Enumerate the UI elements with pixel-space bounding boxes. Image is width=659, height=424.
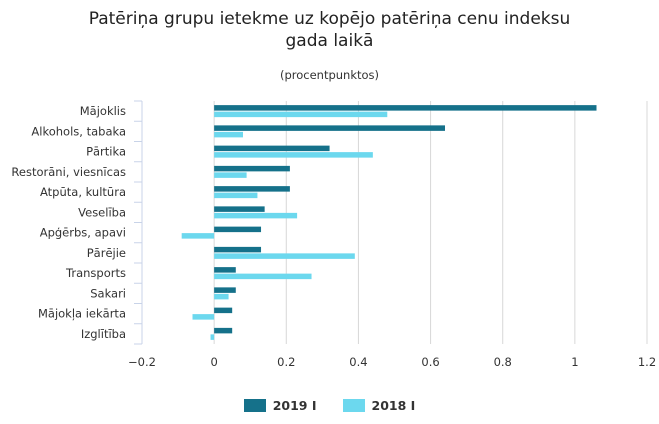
category-label: Sakari bbox=[90, 286, 126, 300]
legend-label-2018: 2018 I bbox=[371, 398, 416, 413]
bar-2019 bbox=[214, 145, 330, 152]
bar-2019 bbox=[214, 267, 236, 273]
bar-2019 bbox=[214, 125, 445, 131]
bar-2019 bbox=[214, 327, 233, 334]
category-label: Mājokļa iekārta bbox=[38, 307, 126, 321]
chart-legend: 2019 I 2018 I bbox=[0, 398, 659, 413]
category-label: Pārtika bbox=[86, 145, 126, 159]
bar-2018 bbox=[181, 233, 215, 239]
bar-2019 bbox=[214, 287, 236, 293]
category-label: Veselība bbox=[78, 205, 126, 219]
bar-2019 bbox=[214, 206, 265, 212]
bar-2018 bbox=[210, 334, 215, 340]
bar-2018 bbox=[214, 131, 243, 138]
bar-chart: Mājoklis Alkohols, tabaka Pārtika Restorāni… bbox=[11, 100, 656, 369]
bar-2018 bbox=[214, 111, 388, 118]
bar-2018 bbox=[214, 212, 298, 219]
x-tick-label: 0.4 bbox=[349, 355, 367, 369]
bar-2019 bbox=[214, 226, 262, 233]
legend-swatch-2018 bbox=[342, 399, 365, 412]
bar-2019 bbox=[214, 307, 233, 314]
category-label: Mājoklis bbox=[80, 104, 126, 118]
x-tick-label: −0.2 bbox=[128, 355, 156, 369]
bar-2019 bbox=[214, 105, 597, 111]
x-tick-label: 0.2 bbox=[277, 355, 295, 369]
bar-2019 bbox=[214, 246, 262, 253]
legend-item-2019[interactable]: 2019 I bbox=[243, 398, 317, 413]
chart-title-line-1: Patēriņa grupu ietekme uz kopējo patēriņ… bbox=[88, 9, 571, 29]
x-tick-label: 0.6 bbox=[421, 355, 439, 369]
x-tick-label: 1.2 bbox=[638, 355, 656, 369]
category-label: Alkohols, tabaka bbox=[31, 124, 126, 138]
chart-title-line-2: gada laikā bbox=[285, 31, 374, 51]
chart-title: Patēriņa grupu ietekme uz kopējo patēriņ… bbox=[0, 8, 659, 52]
x-tick-label: 0.8 bbox=[494, 355, 512, 369]
legend-label-2019: 2019 I bbox=[272, 398, 317, 413]
chart-subtitle: (procentpunktos) bbox=[279, 68, 380, 82]
category-label: Transports bbox=[65, 266, 126, 280]
x-tick-label: 0 bbox=[210, 355, 217, 369]
bar-2019 bbox=[214, 186, 290, 192]
legend-item-2018[interactable]: 2018 I bbox=[342, 398, 416, 413]
category-label: Izglītība bbox=[81, 327, 126, 341]
bar-2018 bbox=[214, 152, 373, 158]
bar-2018 bbox=[214, 293, 229, 300]
bar-2018 bbox=[214, 172, 247, 178]
category-label: Restorāni, viesnīcas bbox=[11, 165, 126, 179]
bar-2018 bbox=[214, 273, 312, 280]
category-label: Atpūta, kultūra bbox=[40, 185, 126, 199]
category-label: Apģērbs, apavi bbox=[40, 226, 126, 240]
legend-swatch-2019 bbox=[243, 399, 266, 412]
bar-2018 bbox=[192, 314, 215, 320]
bar-2018 bbox=[214, 253, 355, 259]
bar-2019 bbox=[214, 165, 290, 172]
x-tick-label: 1 bbox=[571, 355, 578, 369]
category-label: Pārējie bbox=[87, 246, 126, 260]
bar-2018 bbox=[214, 192, 258, 199]
